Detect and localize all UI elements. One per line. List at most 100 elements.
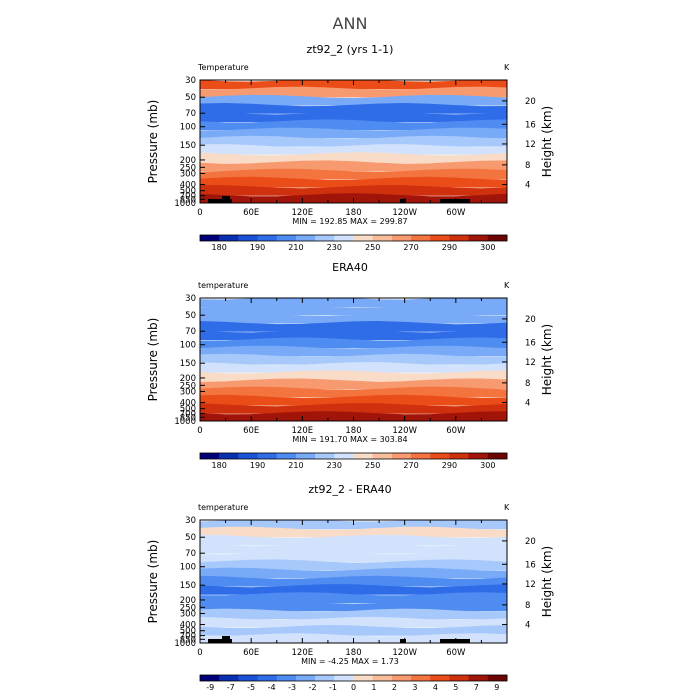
y2-tick-label: 20 [525,97,536,107]
y2-tick-label: 12 [525,140,536,150]
terrain-mark [222,636,230,639]
colorbar-swatch [449,235,470,241]
colorbar-label: 2 [392,683,397,692]
colorbar-swatch [372,453,393,459]
colorbar-swatch [372,675,393,681]
contour-band [200,592,507,603]
contour-band [200,534,507,546]
colorbar-swatch [430,235,450,241]
y-tick-label: 200 [180,156,196,166]
y2-axis-label: Height (km) [540,324,554,395]
y-tick-label: 100 [180,123,196,133]
colorbar-label: 230 [327,243,342,252]
contour-band [200,86,507,98]
panel-title: zt92_2 - ERA40 [308,483,391,496]
colorbar-swatch [468,235,489,241]
y-tick-label: 30 [185,76,196,86]
y2-axis-label: Height (km) [540,106,554,177]
y-tick-label: 70 [185,327,196,337]
colorbar-swatch [334,235,354,241]
colorbar-frame [199,674,508,682]
contour-band [200,543,507,554]
colorbar-swatch [430,453,450,459]
y-tick-label: 150 [180,581,196,591]
x-tick-label: 180 [345,426,361,436]
contour-band [200,312,507,324]
y-tick-label: 100 [180,341,196,351]
colorbar-label: 5 [453,683,458,692]
contour-band [200,152,507,163]
contour-band [200,362,507,373]
colorbar-swatch [219,235,239,241]
y-axis-label: Pressure (mb) [146,100,160,184]
colorbar-swatch [238,235,258,241]
y2-tick-label: 16 [525,120,536,130]
contour-band [200,103,507,114]
y-tick-label: 850 [180,413,196,423]
colorbar-swatch [372,235,393,241]
terrain-mark [208,199,232,203]
colorbar-label: 3 [412,683,417,692]
colorbar-label: 1 [371,683,376,692]
x-tick-label: 120W [392,426,417,436]
x-tick-label: 180 [345,208,361,218]
x-tick-label: 60W [446,648,466,658]
colorbar-swatch [219,675,239,681]
colorbar-swatch [391,675,412,681]
y-tick-label: 250 [180,163,196,173]
x-tick-label: 120E [292,208,314,218]
contour-field [200,520,507,643]
contour-band [200,567,507,579]
contour-field [200,80,507,203]
colorbar-label: 210 [288,461,303,470]
y-axis-label: Pressure (mb) [146,540,160,624]
contour-band [200,616,507,628]
y-tick-label: 30 [185,516,196,526]
y-tick-label: 250 [180,381,196,391]
colorbar-label: 180 [212,461,227,470]
y2-tick-label: 4 [525,399,530,409]
colorbar-label: 250 [365,243,380,252]
units-label: K [504,503,510,512]
colorbar-label: -9 [206,683,214,692]
y-tick-label: 200 [180,596,196,606]
contour-band [200,160,507,172]
colorbar-swatch [200,235,220,241]
y-tick-label: 400 [180,399,196,409]
min-max-stats: MIN = 191.70 MAX = 303.84 [292,435,407,444]
colorbar-swatch [487,675,508,681]
colorbar-swatch [200,675,220,681]
y-tick-label: 500 [180,405,196,415]
colorbar-swatch [315,453,335,459]
y-tick-label: 300 [180,609,196,619]
x-tick-label: 60E [243,426,259,436]
colorbar-label: 4 [433,683,438,692]
contour-band [200,608,507,620]
terrain-mark [400,639,406,643]
contour-band [200,329,507,340]
y2-tick-label: 12 [525,580,536,590]
y2-tick-label: 20 [525,537,536,547]
colorbar-swatch [200,453,220,459]
colorbar-swatch [315,675,335,681]
colorbar-label: -5 [247,683,255,692]
contour-band [200,127,507,139]
colorbar-swatch [430,675,450,681]
y-tick-label: 50 [185,93,196,103]
colorbar-swatch [411,675,431,681]
contour-band [200,551,507,562]
colorbar-swatch [315,235,335,241]
colorbar-swatch [276,453,297,459]
y2-axis-label: Height (km) [540,546,554,617]
colorbar-swatch [257,453,278,459]
colorbar-label: 290 [442,243,457,252]
y-tick-label: 200 [180,374,196,384]
colorbar-swatch [391,453,412,459]
colorbar-label: -1 [329,683,337,692]
contour-band [200,378,507,390]
x-tick-label: 60W [446,426,466,436]
colorbar-label: 300 [480,243,495,252]
x-tick-label: 60E [243,648,259,658]
